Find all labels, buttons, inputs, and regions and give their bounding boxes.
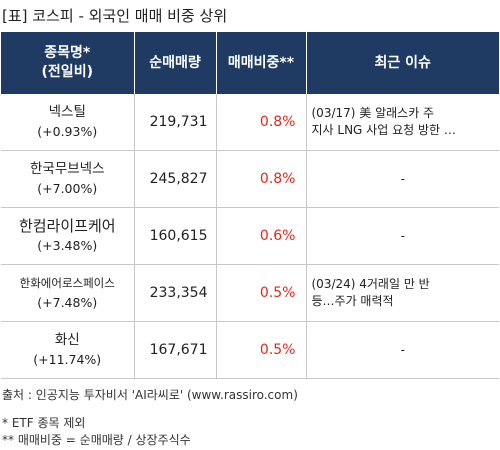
- header-recent-issue: 최근 이슈: [306, 32, 499, 94]
- recent-issue: (03/24) 4거래일 만 반 등…주가 매력적: [306, 264, 499, 322]
- stock-name-cell: 한국무브넥스 (+7.00%): [1, 150, 135, 208]
- trade-ratio: 0.8%: [216, 94, 307, 151]
- header-net-volume: 순매매량: [134, 32, 217, 94]
- header-trade-ratio: 매매비중**: [216, 32, 307, 94]
- stock-name-cell: 한컴라이프케어 (+3.48%): [1, 207, 135, 265]
- recent-issue: -: [306, 207, 499, 265]
- stock-name-cell: 넥스틸 (+0.93%): [1, 94, 135, 151]
- net-volume: 167,671: [134, 321, 217, 379]
- stock-change: (+3.48%): [37, 238, 98, 253]
- net-volume: 245,827: [134, 150, 217, 208]
- stock-change: (+7.48%): [37, 295, 98, 310]
- footnote-etf: * ETF 종목 제외: [2, 416, 86, 430]
- issue-line1: -: [400, 228, 405, 243]
- recent-issue: -: [306, 150, 499, 208]
- header-stock-name-line2: (전일비): [41, 64, 93, 80]
- table-row: 넥스틸 (+0.93%) 219,731 0.8% (03/17) 美 알래스카…: [1, 94, 499, 151]
- net-volume: 160,615: [134, 207, 217, 265]
- stock-name: 한컴라이프케어: [18, 217, 116, 235]
- trade-ratio: 0.5%: [216, 264, 307, 322]
- header-stock-name-line1: 종목명*: [44, 45, 91, 61]
- stock-name: 화신: [54, 332, 80, 348]
- issue-line1: (03/17) 美 알래스카 주: [311, 106, 435, 120]
- trade-ratio: 0.8%: [216, 150, 307, 208]
- header-stock-name: 종목명* (전일비): [1, 32, 135, 94]
- table-row: 한국무브넥스 (+7.00%) 245,827 0.8% -: [1, 150, 499, 208]
- stock-change: (+11.74%): [33, 352, 102, 367]
- table-row: 한컴라이프케어 (+3.48%) 160,615 0.6% -: [1, 207, 499, 265]
- issue-line1: -: [400, 342, 405, 357]
- table-row: 화신 (+11.74%) 167,671 0.5% -: [1, 321, 499, 379]
- footnote-ratio: ** 매매비중 = 순매매량 / 상장주식수: [2, 433, 191, 447]
- stock-change: (+0.93%): [37, 124, 98, 139]
- source-note: 출처 : 인공지능 투자비서 'AI라씨로' (www.rassiro.com): [2, 388, 298, 402]
- stock-name-cell: 한화에어로스페이스 (+7.48%): [1, 264, 135, 322]
- stock-name: 한화에어로스페이스: [19, 276, 115, 290]
- issue-line2: 지사 LNG 사업 요청 방한 …: [311, 123, 456, 137]
- stock-change: (+7.00%): [37, 181, 98, 196]
- issue-line1: -: [400, 171, 405, 186]
- issue-line1: (03/24) 4거래일 만 반: [311, 277, 430, 291]
- issue-line2: 등…주가 매력적: [311, 294, 394, 308]
- table-header-row: 종목명* (전일비) 순매매량 매매비중** 최근 이슈: [1, 32, 499, 94]
- recent-issue: -: [306, 321, 499, 379]
- trade-ratio: 0.5%: [216, 321, 307, 379]
- trade-ratio: 0.6%: [216, 207, 307, 265]
- table-row: 한화에어로스페이스 (+7.48%) 233,354 0.5% (03/24) …: [1, 264, 499, 322]
- stock-name: 한국무브넥스: [29, 161, 105, 177]
- net-volume: 233,354: [134, 264, 217, 322]
- recent-issue: (03/17) 美 알래스카 주 지사 LNG 사업 요청 방한 …: [306, 94, 499, 151]
- foreign-trading-table: 종목명* (전일비) 순매매량 매매비중** 최근 이슈 넥스틸 (+0.93%…: [1, 32, 499, 379]
- net-volume: 219,731: [134, 94, 217, 151]
- stock-name: 넥스틸: [48, 104, 86, 120]
- page-title: [표] 코스피 - 외국인 매매 비중 상위: [2, 7, 228, 25]
- stock-name-cell: 화신 (+11.74%): [1, 321, 135, 379]
